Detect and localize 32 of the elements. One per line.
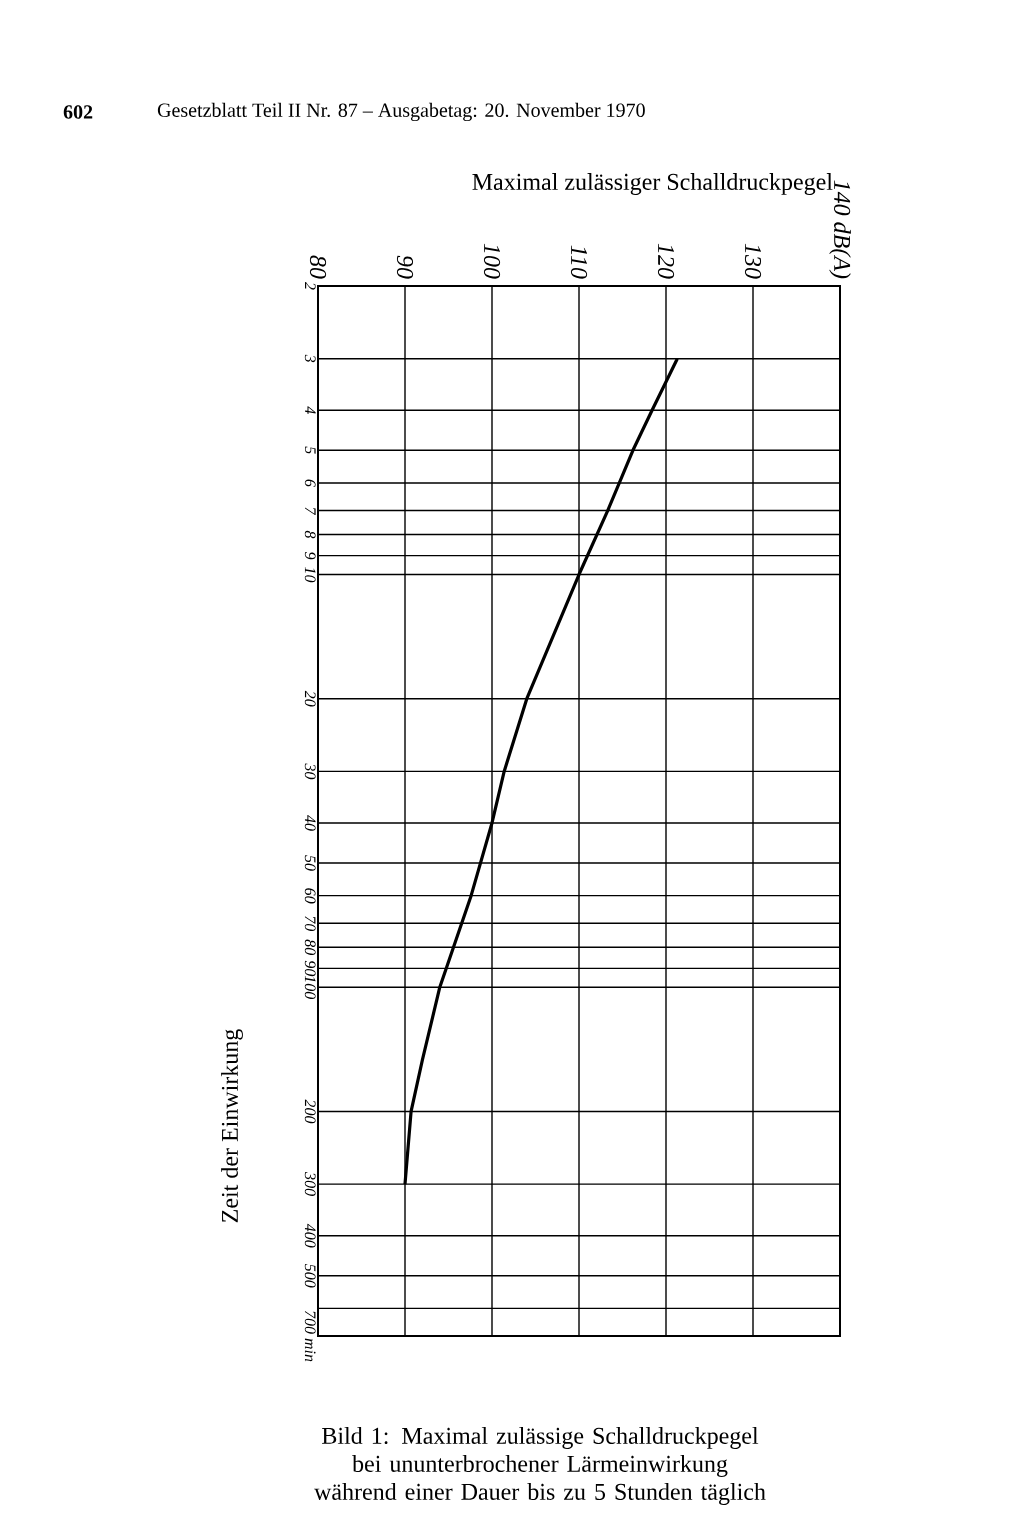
y-tick-label: 700 min — [304, 1310, 316, 1362]
y-tick-label: 2 — [305, 282, 316, 290]
x-tick-label: 120 — [657, 243, 675, 279]
y-tick-label: 7 — [305, 507, 316, 516]
y-tick-label: 300 — [304, 1172, 316, 1196]
x-tick-label: 90 — [396, 255, 414, 279]
y-tick-label: 5 — [304, 446, 316, 454]
y-axis-title: Zeit der Einwirkung — [221, 1029, 243, 1223]
y-tick-label: 3 — [304, 354, 316, 363]
y-tick-label: 90 — [304, 960, 316, 977]
y-tick-label: 60 — [304, 888, 316, 904]
y-tick-label: 30 — [304, 763, 316, 780]
y-tick-label: 40 — [304, 815, 316, 831]
y-tick-label: 50 — [304, 855, 316, 871]
y-tick-label: 8 — [304, 530, 316, 539]
y-tick-label: 400 — [304, 1223, 316, 1248]
x-tick-label: 130 — [744, 243, 762, 279]
x-tick-label: 110 — [570, 245, 588, 279]
text: Bild 1: Maximal zulässige Schalldruckpegel bei ununterbrochener Lärmeinwirkung während einer Dauer bis zu 5 Stunden täglich — [314, 1427, 766, 1505]
x-tick-label: 100 — [483, 243, 501, 279]
text: 602 — [63, 105, 93, 119]
y-tick-label: 70 — [304, 916, 316, 932]
y-tick-label: 9 — [304, 552, 316, 560]
y-tick-label: 4 — [305, 406, 316, 414]
y-tick-label: 10 — [304, 567, 316, 583]
y-tick-label: 6 — [304, 479, 316, 487]
y-tick-label: 200 — [304, 1099, 316, 1124]
y-tick-label: 20 — [304, 690, 316, 707]
y-tick-label: 500 — [304, 1263, 316, 1288]
text: Gesetzblatt Teil II Nr. 87 – Ausgabetag: 20. November 1970 — [157, 102, 645, 122]
y-tick-label: 80 — [304, 939, 316, 956]
y-tick-label: 100 — [304, 975, 316, 1000]
